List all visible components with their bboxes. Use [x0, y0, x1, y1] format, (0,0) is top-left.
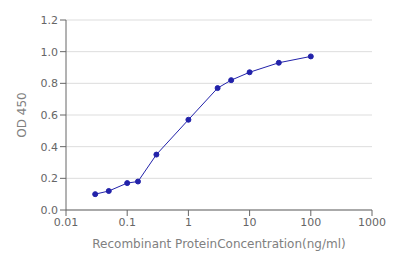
- svg-text:0.01: 0.01: [54, 216, 79, 229]
- svg-text:10: 10: [243, 216, 257, 229]
- svg-text:0.1: 0.1: [118, 216, 136, 229]
- svg-text:1: 1: [185, 216, 192, 229]
- svg-text:100: 100: [300, 216, 321, 229]
- svg-text:0.2: 0.2: [41, 172, 59, 185]
- svg-text:0.8: 0.8: [41, 77, 59, 90]
- svg-text:1.0: 1.0: [41, 46, 59, 59]
- svg-text:0.4: 0.4: [41, 141, 59, 154]
- svg-text:Recombinant ProteinConcentrati: Recombinant ProteinConcentration(ng/ml): [92, 237, 345, 251]
- svg-text:0.6: 0.6: [41, 109, 59, 122]
- svg-text:1000: 1000: [358, 216, 386, 229]
- svg-text:1.2: 1.2: [41, 14, 59, 27]
- svg-text:0.0: 0.0: [41, 204, 59, 217]
- svg-text:OD 450: OD 450: [15, 92, 29, 137]
